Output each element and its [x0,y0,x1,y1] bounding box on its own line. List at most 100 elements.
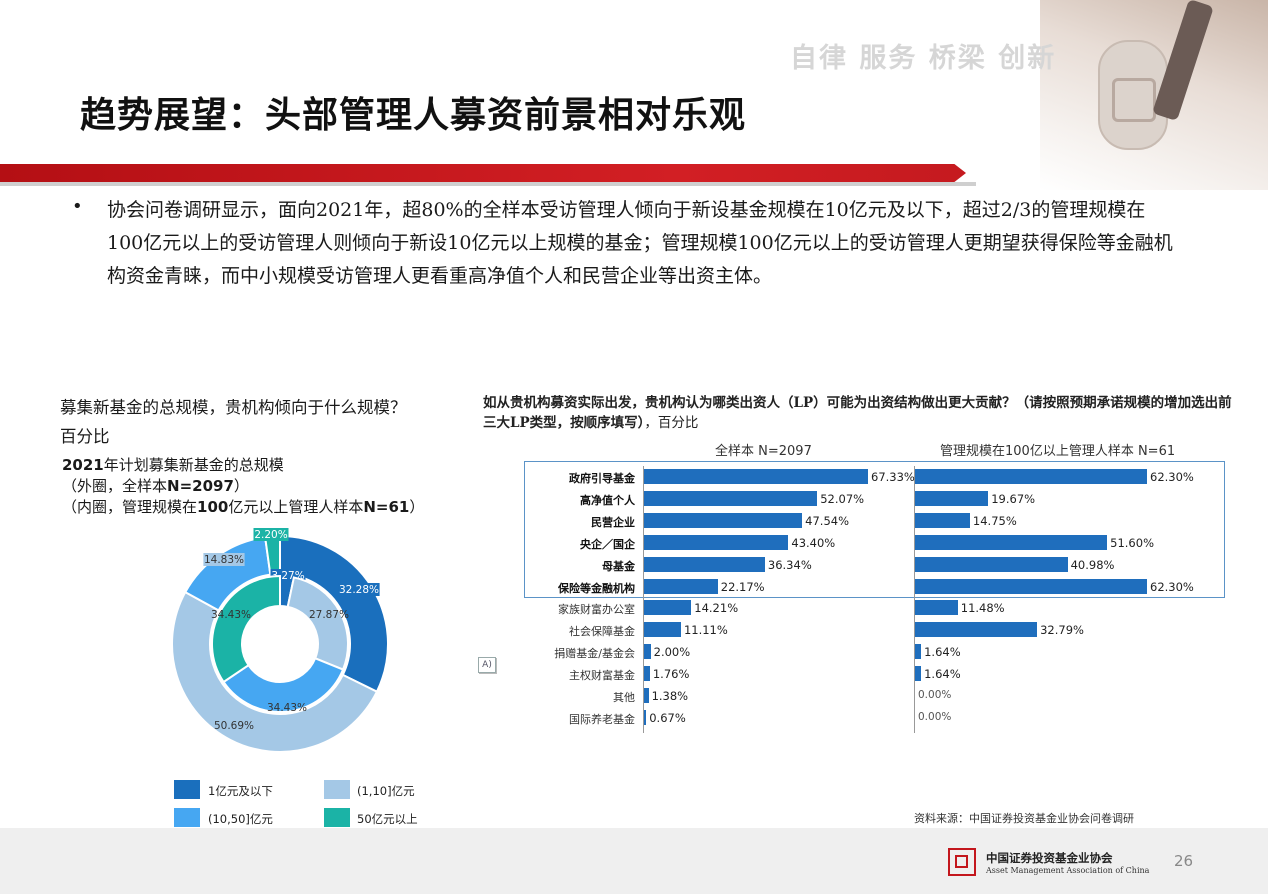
inner-ring-label-3: 34.43% [267,702,307,714]
category-label-8: 社会保障基金 [569,625,635,639]
panel2-value-12: 0.00% [918,710,952,723]
top-six-highlight-box [524,461,1225,598]
panel1-title: 全样本 N=2097 [715,444,812,459]
panel1-bar-8 [644,622,681,638]
panel2-bar-3 [915,512,970,528]
category-label-7: 家族财富办公室 [558,603,635,617]
inner-ring-label-4: 34.43% [211,609,251,621]
panel1-bar-9 [644,644,651,660]
outer-ring-label-bg-1 [338,583,380,596]
panel2-value-5: 40.98% [1070,557,1115,572]
panel2-bar-8 [915,622,1038,638]
panel1-bar-5 [644,556,765,572]
panel1-value-4: 43.40% [791,535,836,550]
panel1-bar-2 [644,490,818,506]
panel1-bar-12 [644,709,647,725]
panel2-value-11: 0.00% [918,689,952,701]
panel1-value-2: 52.07% [820,491,865,506]
inner-note-pre: （内圈，管理规模在 [62,498,198,516]
panel2-value-7: 11.48% [960,601,1005,616]
footer-org-cn: 中国证券投资基金业协会 [986,851,1113,865]
panel1-value-7: 14.21% [694,601,739,616]
panel2-bar-10 [915,666,922,682]
panel2-value-2: 19.67% [991,491,1036,506]
outer-note-post: ） [233,477,249,495]
outer-ring-label-3: 14.83% [204,554,244,566]
category-label-12: 国际养老基金 [569,712,635,726]
outer-ring-label-bg-3 [203,553,245,566]
subtitle-rest: 年计划募集新基金的总规模 [103,456,284,474]
outer-note-pre: （外圈，全样本 [62,477,168,495]
panel2-bar-6 [915,578,1147,594]
title-red-bar [0,164,966,182]
legend-swatch-3 [174,808,200,827]
panel2-bar-5 [915,556,1068,572]
category-label-9: 捐赠基金/基金会 [554,647,635,661]
inner-ring-slice-3 [222,656,345,713]
bullet-marker: • [72,196,83,217]
legend-label-1: 1亿元及以下 [208,784,273,798]
panel1-value-1: 67.33% [871,470,915,484]
category-label-1: 政府引导基金 [569,472,635,485]
panel2-value-3: 14.75% [972,513,1017,528]
left-question-text: 募集新基金的总规模，贵机构倾向于什么规模？ [60,398,407,417]
panel2-bar-9 [915,644,922,660]
left-chart-question: 募集新基金的总规模，贵机构倾向于什么规模？ 百分比 [60,393,407,451]
panel2-axis [914,466,915,733]
right-chart-question: 如从贵机构募资实际出发，贵机构认为哪类出资人（LP）可能为出资结构做出更大贡献？… [483,393,1233,433]
inner-note-n: N=61 [363,498,410,516]
panel1-bar-6 [644,578,718,594]
outer-note-n: N=2097 [167,477,234,495]
right-question-text: 如从贵机构募资实际出发，贵机构认为哪类出资人（LP）可能为出资结构做出更大贡献？… [483,395,1232,431]
legend-swatch-2 [324,780,350,799]
inner-note-mid: 亿元以上管理人样本 [228,498,364,516]
panel2-value-10: 1.64% [924,667,961,682]
panel1-bar-10 [644,666,650,682]
legend-swatch-1 [174,780,200,799]
footer-band [0,828,1268,894]
title-gray-bar [0,182,976,186]
panel1-value-9: 2.00% [653,645,691,660]
panel1-value-12: 0.67% [649,710,686,725]
category-label-5: 母基金 [602,559,635,573]
subtitle-year: 2021 [62,456,104,474]
category-label-6: 保险等金融机构 [558,581,635,595]
panel2-value-1: 62.30% [1150,470,1194,484]
category-label-10: 主权财富基金 [569,669,635,683]
header-slogan: 自律 服务 桥梁 创新 [790,43,1057,74]
legend-label-4: 50亿元以上 [357,812,418,826]
category-label-11: 其他 [613,691,635,704]
legend-label-2: (1,10]亿元 [357,784,415,798]
source-note: 资料来源：中国证券投资基金业协会问卷调研 [914,812,1134,825]
panel2-value-8: 32.79% [1040,623,1084,638]
inner-ring-slice-4 [211,574,281,684]
panel1-bar-1 [644,469,868,484]
panel1-value-11: 1.38% [651,689,689,703]
legend-label-3: (10,50]亿元 [208,812,273,826]
outer-ring-slice-2 [171,590,379,754]
donut-chart: 32.28%50.69%14.83%2.20%3.27%27.87%34.43%… [171,528,389,754]
category-label-2: 高净值个人 [580,493,635,507]
panel2-value-9: 1.64% [924,645,961,660]
outer-ring-label-1: 32.28% [339,584,379,596]
header-decoration-image [1040,0,1268,190]
left-unit-text: 百分比 [60,427,110,446]
association-logo-icon [948,848,976,876]
panel1-bar-11 [644,688,649,703]
panel1-bar-3 [644,512,803,528]
category-label-3: 民营企业 [591,515,635,529]
inner-ring-slice-2 [286,576,349,671]
panel1-bar-7 [644,600,692,616]
panel2-bar-4 [915,534,1108,550]
legend-swatch-4 [324,808,350,827]
panel1-value-5: 36.34% [767,557,812,572]
bullet-text: 协会问卷调研显示，面向2021年，超80%的全样本受访管理人倾向于新设基金规模在… [107,199,1173,287]
panel2-bar-7 [915,600,958,616]
inner-note-post: ） [409,498,425,516]
panel1-value-3: 47.54% [805,513,850,528]
panel2-bar-2 [915,490,989,506]
panel2-title: 管理规模在100亿以上管理人样本 N=61 [940,444,1176,459]
right-unit-text: ，百分比 [644,415,699,431]
inner-ring-label-2: 27.87% [309,609,349,621]
outer-ring-label-bg-4 [253,528,289,541]
